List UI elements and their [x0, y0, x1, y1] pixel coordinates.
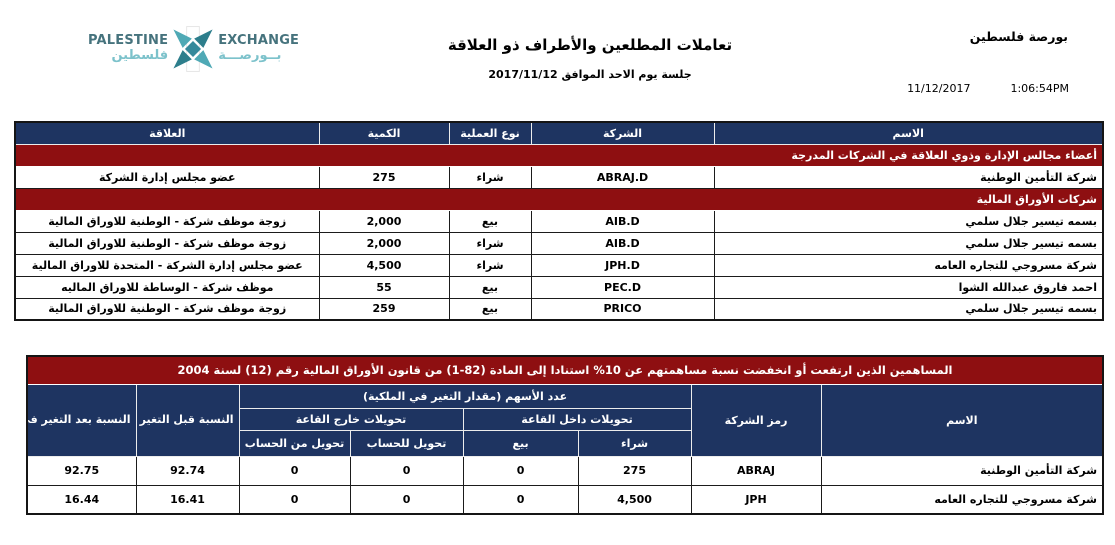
quantity-cell: 2,000: [318, 209, 450, 233]
name-cell: احمد فاروق عبدالله الشوا: [713, 275, 1104, 299]
print-stamp: 11/12/2017 1:06:54PM: [907, 82, 1069, 95]
company-cell: AIB.D: [530, 209, 715, 233]
buy-column-header: شراء: [577, 429, 692, 457]
name-cell: شركة مسروجي للتجاره العامه: [713, 253, 1104, 277]
transfer-from-cell: 0: [238, 455, 351, 486]
symbol-column-header: رمز الشركة: [690, 383, 822, 457]
company-cell: ABRAJ.D: [530, 165, 715, 189]
table-row: شركة التأمين الوطنية ABRAJ.D شراء 275 عض…: [14, 165, 1104, 189]
shareholders-header-row-2: تحويلات داخل القاعة تحويلات خارج القاعة: [27, 407, 1103, 431]
table-row: شركة مسروجي للتجاره العامه JPH.D شراء 4,…: [14, 253, 1104, 277]
relation-cell: زوجة موظف شركة - الوطنية للاوراق المالية: [14, 297, 320, 321]
logo-text-bursa: بــورصـــة: [218, 48, 282, 63]
relation-cell: زوجة موظف شركة - الوطنية للاوراق المالية: [14, 209, 320, 233]
relation-column-header: العلاقة: [14, 121, 320, 145]
transfer-from-cell: 0: [238, 484, 351, 515]
name-cell: بسمه تيسير جلال سلمي: [713, 231, 1104, 255]
symbol-cell: JPH: [690, 484, 822, 515]
operation-cell: بيع: [448, 275, 532, 299]
quantity-column-header: الكمية: [318, 121, 450, 145]
table-row: بسمه تيسير جلال سلمي AIB.D شراء 2,000 زو…: [14, 231, 1104, 255]
name-column-header: الاسم: [713, 121, 1104, 145]
transfer-from-account-header: تحويل من الحساب: [238, 429, 351, 457]
pct-before-cell: 92.74: [135, 455, 240, 486]
table-row: بسمه تيسير جلال سلمي AIB.D بيع 2,000 زوج…: [14, 209, 1104, 233]
shareholders-table: المساهمين الذين ارتفعت أو انخفضت نسبة مس…: [26, 355, 1105, 515]
quantity-cell: 259: [318, 297, 450, 321]
transfer-to-account-header: تحويل للحساب: [349, 429, 464, 457]
operation-type-column-header: نوع العملية: [448, 121, 532, 145]
section-title: أعضاء مجالس الإدارة وذوي العلاقة في الشر…: [14, 143, 1104, 167]
operation-cell: شراء: [448, 231, 532, 255]
operation-cell: شراء: [448, 165, 532, 189]
operation-cell: بيع: [448, 297, 532, 321]
print-time: 1:06:54PM: [1010, 82, 1069, 95]
buy-cell: 4,500: [577, 484, 692, 515]
company-cell: AIB.D: [530, 231, 715, 255]
shares-count-group-header: عدد الأسهم (مقدار التغير في الملكية): [238, 383, 692, 409]
insiders-table: الاسم الشركة نوع العملية الكمية العلاقة …: [14, 121, 1104, 321]
sell-cell: 0: [462, 455, 579, 486]
pct-before-cell: 16.41: [135, 484, 240, 515]
table-row: شركة التأمين الوطنية ABRAJ 275 0 0 0 92.…: [26, 455, 1104, 486]
table-row: احمد فاروق عبدالله الشوا PEC.D بيع 55 مو…: [14, 275, 1104, 299]
session-date-line: جلسة يوم الاحد الموافق 2017/11/12: [488, 68, 692, 81]
logo-text-palestine: PALESTINE: [88, 33, 169, 49]
name-cell: شركة التأمين الوطنية: [713, 165, 1104, 189]
shareholders-table-title: المساهمين الذين ارتفعت أو انخفضت نسبة مس…: [26, 355, 1104, 385]
pct-after-column-header: النسبة بعد التغير في الملكية %: [26, 383, 137, 457]
name-column-header: الاسم: [820, 383, 1104, 457]
quantity-cell: 4,500: [318, 253, 450, 277]
pct-before-column-header: النسبة قبل التغير في الملكية %: [135, 383, 240, 457]
operation-cell: شراء: [448, 253, 532, 277]
section-title: شركات الأوراق المالية: [14, 187, 1104, 211]
inside-hall-transfers-header: تحويلات داخل القاعة: [462, 407, 692, 431]
logo-left-text: PALESTINE فلسطين: [88, 33, 169, 64]
table-row: بسمه تيسير جلال سلمي PRICO بيع 259 زوجة …: [14, 297, 1104, 321]
transfer-to-cell: 0: [349, 484, 464, 515]
shareholders-header-row-3: شراء بيع تحويل للحساب تحويل من الحساب: [27, 429, 1103, 457]
company-cell: PEC.D: [530, 275, 715, 299]
shareholders-header-row-1: الاسم رمز الشركة عدد الأسهم (مقدار التغي…: [26, 383, 1104, 457]
company-cell: JPH.D: [530, 253, 715, 277]
relation-cell: زوجة موظف شركة - الوطنية للاوراق المالية: [14, 231, 320, 255]
symbol-cell: ABRAJ: [690, 455, 822, 486]
print-date: 11/12/2017: [907, 82, 971, 95]
company-column-header: الشركة: [530, 121, 715, 145]
name-cell: بسمه تيسير جلال سلمي: [713, 297, 1104, 321]
company-cell: PRICO: [530, 297, 715, 321]
insiders-header-row: الاسم الشركة نوع العملية الكمية العلاقة: [14, 121, 1104, 145]
relation-cell: عضو مجلس إدارة الشركة: [14, 165, 320, 189]
outside-hall-transfers-header: تحويلات خارج القاعة: [238, 407, 464, 431]
table-row: شركة مسروجي للتجاره العامه JPH 4,500 0 0…: [26, 484, 1104, 515]
logo-right-text: EXCHANGE بــورصـــة: [218, 33, 300, 64]
logo-text-exchange: EXCHANGE: [218, 33, 300, 49]
section-row-securities-firms: شركات الأوراق المالية: [14, 187, 1104, 211]
report-title: تعاملات المطلعين والأطراف ذو العلاقة: [447, 36, 733, 54]
relation-cell: عضو مجلس إدارة الشركة - المتحدة للاوراق …: [14, 253, 320, 277]
exchange-name: بورصة فلسطين: [969, 29, 1068, 44]
pct-after-cell: 92.75: [26, 455, 137, 486]
operation-cell: بيع: [448, 209, 532, 233]
name-cell: بسمه تيسير جلال سلمي: [713, 209, 1104, 233]
palestine-exchange-logo: PALESTINE فلسطين EXCHANGE بــورصـــة: [88, 26, 299, 72]
name-cell: شركة التأمين الوطنية: [820, 455, 1104, 486]
pct-after-cell: 16.44: [26, 484, 137, 515]
sell-cell: 0: [462, 484, 579, 515]
sell-column-header: بيع: [462, 429, 579, 457]
quantity-cell: 275: [318, 165, 450, 189]
buy-cell: 275: [577, 455, 692, 486]
logo-text-falasteen: فلسطين: [111, 48, 169, 63]
shareholders-table-title-row: المساهمين الذين ارتفعت أو انخفضت نسبة مس…: [26, 355, 1104, 385]
transfer-to-cell: 0: [349, 455, 464, 486]
relation-cell: موظف شركة - الوساطة للاوراق الماليه: [14, 275, 320, 299]
quantity-cell: 55: [318, 275, 450, 299]
palestine-exchange-logo-icon: [173, 26, 213, 72]
quantity-cell: 2,000: [318, 231, 450, 255]
section-row-board-members: أعضاء مجالس الإدارة وذوي العلاقة في الشر…: [14, 143, 1104, 167]
name-cell: شركة مسروجي للتجاره العامه: [820, 484, 1104, 515]
